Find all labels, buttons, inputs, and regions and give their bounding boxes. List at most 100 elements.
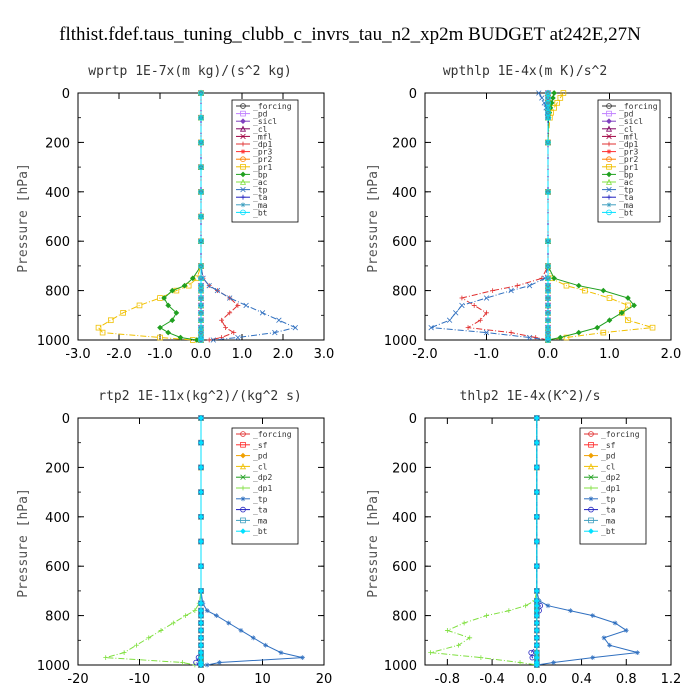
data-point-bt-legend <box>240 528 246 535</box>
data-point-dp1-14 <box>471 303 477 308</box>
data-point-bp-13 <box>173 310 180 316</box>
data-point-bt-14 <box>198 642 204 649</box>
data-point-ma-15 <box>545 310 551 316</box>
data-point-bt-17 <box>198 334 204 341</box>
legend-label: _cl <box>601 462 616 471</box>
data-point-tp-13 <box>483 295 490 301</box>
data-point-ac-legend <box>239 178 247 185</box>
data-point-dp1-17 <box>478 655 484 660</box>
legend-label: _sicl <box>619 117 643 126</box>
x-tick-label: 0.0 <box>526 672 547 687</box>
data-point-pr1-19 <box>563 334 570 341</box>
data-point-tp-16 <box>300 655 305 660</box>
data-point-tp-10 <box>214 287 221 294</box>
data-point-ma-8 <box>198 275 204 281</box>
data-point-tp-16 <box>272 329 278 336</box>
data-point-pr1-14 <box>108 317 114 324</box>
data-point-bt-8 <box>198 600 204 607</box>
series-bt <box>545 90 551 343</box>
data-point-bp-1 <box>550 95 556 101</box>
data-point-dp1-11 <box>514 283 520 289</box>
data-point-pr1-16 <box>625 317 631 324</box>
legend-label: _dp2 <box>601 473 620 482</box>
data-point-dp1-13 <box>459 295 465 301</box>
x-tick-label: 1.0 <box>599 347 620 362</box>
data-point-bt-6 <box>545 139 551 146</box>
data-point-mfl-legend <box>240 133 246 140</box>
data-point-bt-3 <box>198 164 204 170</box>
data-point-bp-11 <box>161 295 167 301</box>
series-line-pr1 <box>547 92 653 341</box>
data-point-dp1-13 <box>444 628 450 633</box>
data-point-tp-18 <box>551 660 556 665</box>
data-point-bt-0 <box>198 415 204 421</box>
data-point-pr2-legend <box>606 156 612 163</box>
legend-label: _pr1 <box>253 163 272 172</box>
data-point-bp-17 <box>177 334 184 341</box>
data-point-bt-3 <box>198 489 204 495</box>
legend-label: _cl <box>253 462 268 471</box>
data-point-pr1-2 <box>554 100 561 106</box>
x-tick-label: -0.8 <box>435 672 460 687</box>
data-point-forcing-legend <box>240 103 246 109</box>
data-point-bp-10 <box>169 287 176 294</box>
data-point-ta-16 <box>528 649 535 656</box>
data-point-tp-15 <box>453 310 459 316</box>
data-point-bt-11 <box>533 612 540 619</box>
data-point-dp1-legend <box>588 485 594 491</box>
data-point-cl-legend <box>605 125 613 132</box>
legend-label: _sf <box>253 441 268 450</box>
data-point-tp-11 <box>590 613 596 618</box>
legend-label: _bp <box>253 170 268 179</box>
data-point-tp-15 <box>278 650 284 656</box>
data-point-ma-legend <box>240 517 246 524</box>
data-point-tp-13 <box>623 628 629 633</box>
y-tick-label: 0 <box>62 412 70 427</box>
y-tick-label: 1000 <box>384 659 417 674</box>
data-point-tp-legend <box>588 496 594 502</box>
x-tick-label: 3.0 <box>314 347 335 362</box>
data-point-bt-10 <box>198 612 204 619</box>
data-point-pr1-15 <box>95 324 102 331</box>
legend-label: _ma <box>253 201 268 210</box>
data-point-bt-11 <box>198 620 204 626</box>
data-point-dp1-12 <box>490 288 496 293</box>
data-point-tp-9 <box>545 603 551 609</box>
data-point-cl-legend <box>587 463 595 470</box>
panel-title: rtp2 1E-11x(kg^2)/(kg^2 s) <box>98 389 302 404</box>
x-tick-label: 0.8 <box>616 672 637 687</box>
data-point-dp1-10 <box>506 608 512 614</box>
data-point-dp1-17 <box>465 325 471 331</box>
y-tick-label: 0 <box>62 87 70 102</box>
panel-thlp2: thlp2 1E-4x(K^2)/s Pressure [hPa] 0 200 40… <box>366 389 681 687</box>
data-point-tp-17 <box>590 655 596 660</box>
series-tp <box>428 90 551 343</box>
legend-label: _dp1 <box>253 140 272 149</box>
legend-label: _pr3 <box>253 148 272 157</box>
data-point-ma-10 <box>198 288 204 293</box>
data-point-ma-12 <box>545 288 551 293</box>
y-tick-label: 200 <box>45 461 70 476</box>
y-axis-label: Pressure [hPa] <box>366 163 381 273</box>
data-point-tp-16 <box>635 650 640 656</box>
x-tick-label: -10 <box>129 672 150 687</box>
data-point-tp-12 <box>508 287 514 294</box>
data-point-bt-15 <box>545 310 551 316</box>
panel-wprtp: wprtp 1E-7x(m kg)/(s^2 kg) Pressure [hPa… <box>16 64 334 362</box>
y-tick-label: 600 <box>45 235 70 250</box>
panel-title: wpthlp 1E-4x(m K)/s^2 <box>443 64 607 79</box>
y-tick-label: 0 <box>409 87 417 102</box>
data-point-bt-legend <box>240 209 246 216</box>
data-point-tp-11 <box>226 620 232 626</box>
y-tick-label: 200 <box>45 136 70 151</box>
series-dp1 <box>459 90 551 343</box>
data-point-dp1-18 <box>517 660 523 665</box>
data-point-dp1-legend <box>240 485 246 491</box>
legend-label: _pd <box>253 452 268 461</box>
data-point-bt-5 <box>545 114 551 121</box>
data-point-bp-16 <box>165 329 172 336</box>
data-point-ta-17 <box>193 659 199 666</box>
data-point-tp-legend <box>240 496 246 502</box>
data-point-bp-0 <box>551 90 557 96</box>
y-tick-label: 200 <box>392 461 417 476</box>
